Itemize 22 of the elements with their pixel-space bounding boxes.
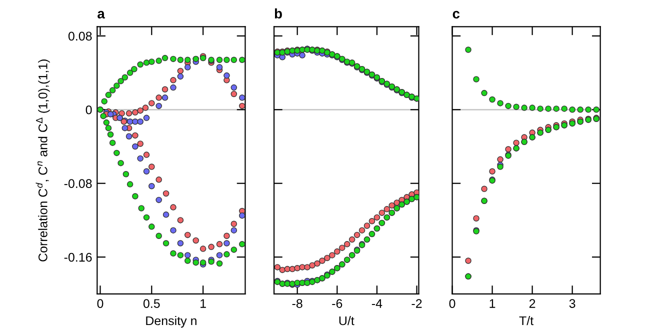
chart-title: a bbox=[98, 10, 105, 19]
y-tick-label: 0 bbox=[86, 105, 92, 114]
x-tick-label: 0 bbox=[97, 299, 104, 308]
x-tick-label: 1 bbox=[200, 299, 206, 308]
x-tick-label: 2 bbox=[529, 299, 536, 308]
x-tick-label: 3 bbox=[569, 299, 576, 308]
x-tick-label: -6 bbox=[332, 299, 342, 308]
chart-title: c bbox=[452, 10, 460, 19]
x-axis-title: U/t bbox=[339, 316, 354, 326]
x-tick-label: 1 bbox=[490, 299, 496, 308]
x-axis-title: T/t bbox=[519, 316, 534, 326]
x-tick-label: 0.5 bbox=[143, 299, 160, 308]
chart-title: b bbox=[274, 8, 282, 19]
y-axis-title: Correlation C$^{d}$, C$^{n}$ and C$^{Δ}$ (1,0),(1,1) bbox=[36, 60, 50, 262]
x-tick-label: 0 bbox=[449, 299, 456, 308]
x-tick-label: -2 bbox=[412, 299, 422, 308]
y-tick-label: 0.08 bbox=[68, 32, 92, 41]
x-axis-title: Density n bbox=[146, 316, 196, 328]
y-tick-label: -0.08 bbox=[64, 179, 92, 188]
x-tick-label: -8 bbox=[292, 299, 302, 308]
y-tick-label: -0.16 bbox=[64, 252, 92, 262]
x-tick-label: -4 bbox=[372, 299, 382, 308]
